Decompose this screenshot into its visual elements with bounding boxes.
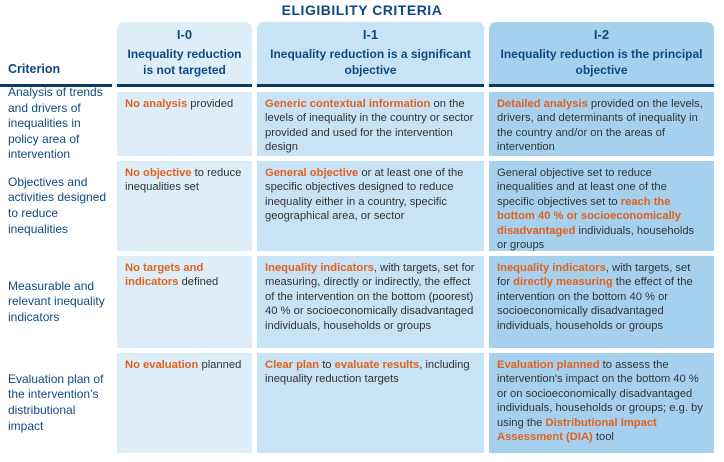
cell-text: tool xyxy=(592,431,614,444)
cell-r3-c1: Clear plan to evaluate results, includin… xyxy=(257,353,484,453)
cell-text: individuals, households or groups xyxy=(497,224,695,251)
cell-text: the effect of the intervention on the bo… xyxy=(497,276,693,332)
highlight-text: evaluate results xyxy=(334,359,420,371)
column-label-i2: Inequality reduction is the principal ob… xyxy=(500,47,703,77)
highlight-text: Detailed analysis xyxy=(497,98,588,110)
column-header-i2: I-2 Inequality reduction is the principa… xyxy=(489,22,714,87)
column-header-i0: I-0 Inequality reduction is not targeted xyxy=(117,22,252,87)
cell-text: , with targets, set for measuring, direc… xyxy=(265,262,475,332)
cell-text: to xyxy=(319,359,335,371)
cell-r2-c0: No targets and indicators defined xyxy=(117,256,252,348)
cell-text: defined xyxy=(178,276,219,289)
column-code-i1: I-1 xyxy=(362,27,379,43)
highlight-text: No objective xyxy=(125,167,192,179)
column-header-i1: I-1 Inequality reduction is a significan… xyxy=(257,22,484,87)
page-title: ELIGIBILITY CRITERIA xyxy=(281,2,443,18)
cell-text: to reduce inequalities set xyxy=(125,167,242,194)
highlight-text: No targets and indicators xyxy=(125,262,204,289)
cell-r3-c0: No evaluation planned xyxy=(117,353,252,453)
cell-text: provided on the levels, drivers, and det… xyxy=(497,98,703,154)
cell-text: General objective set to reduce inequali… xyxy=(497,167,667,208)
highlight-text: Evaluation planned xyxy=(497,359,600,371)
criterion-label-indicators: Measurable and relevant inequality indic… xyxy=(8,278,105,324)
cell-r0-c1: Generic contextual information on the le… xyxy=(257,92,484,156)
column-label-i1: Inequality reduction is a significant ob… xyxy=(270,47,471,77)
highlight-text: Inequality indicators xyxy=(497,262,606,274)
column-code-i2: I-2 xyxy=(593,27,610,43)
criterion-column-header: Criterion xyxy=(0,22,112,87)
cell-r1-c0: No objective to reduce inequalities set xyxy=(117,161,252,251)
column-label-i0: Inequality reduction is not targeted xyxy=(127,47,242,77)
cell-r1-c1: General objective or at least one of the… xyxy=(257,161,484,251)
column-code-i0: I-0 xyxy=(176,27,193,43)
highlight-text: Distributional Impact Assessment (DIA) xyxy=(497,416,657,444)
cell-text: on the levels of inequality in the count… xyxy=(265,98,474,154)
cell-r1-c2: General objective set to reduce inequali… xyxy=(489,161,714,251)
highlight-text: directly measuring xyxy=(513,276,613,289)
eligibility-table: Criterion I-0 Inequality reduction is no… xyxy=(0,22,714,453)
highlight-text: No analysis xyxy=(125,98,188,110)
cell-r2-c2: Inequality indicators, with targets, set… xyxy=(489,256,714,348)
highlight-text: Clear plan xyxy=(265,359,320,371)
cell-r0-c2: Detailed analysis provided on the levels… xyxy=(489,92,714,156)
cell-r2-c1: Inequality indicators, with targets, set… xyxy=(257,256,484,348)
cell-text: provided xyxy=(187,98,234,110)
criterion-label-objectives: Objectives and activities designed to re… xyxy=(8,174,107,236)
cell-r0-c0: No analysis provided xyxy=(117,92,252,156)
cell-r3-c2: Evaluation planned to assess the interve… xyxy=(489,353,714,453)
cell-text: or at least one of the specific objectiv… xyxy=(265,167,464,223)
cell-text: , including inequality reduction targets xyxy=(265,359,470,386)
criterion-label-analysis: Analysis of trends and drivers of inequa… xyxy=(8,85,103,162)
highlight-text: General objective xyxy=(265,167,359,179)
cell-text: planned xyxy=(198,359,242,371)
highlight-text: Inequality indicators xyxy=(265,262,374,274)
cell-text: , with targets, set for xyxy=(497,262,691,289)
highlight-text: Generic contextual information xyxy=(265,98,431,110)
highlight-text: No evaluation xyxy=(125,359,199,371)
cell-text: to assess the intervention's impact on t… xyxy=(497,359,703,429)
criterion-label-evaluation: Evaluation plan of the intervention’s di… xyxy=(8,371,104,433)
highlight-text: reach the bottom 40 % or socioeconomical… xyxy=(497,195,682,237)
